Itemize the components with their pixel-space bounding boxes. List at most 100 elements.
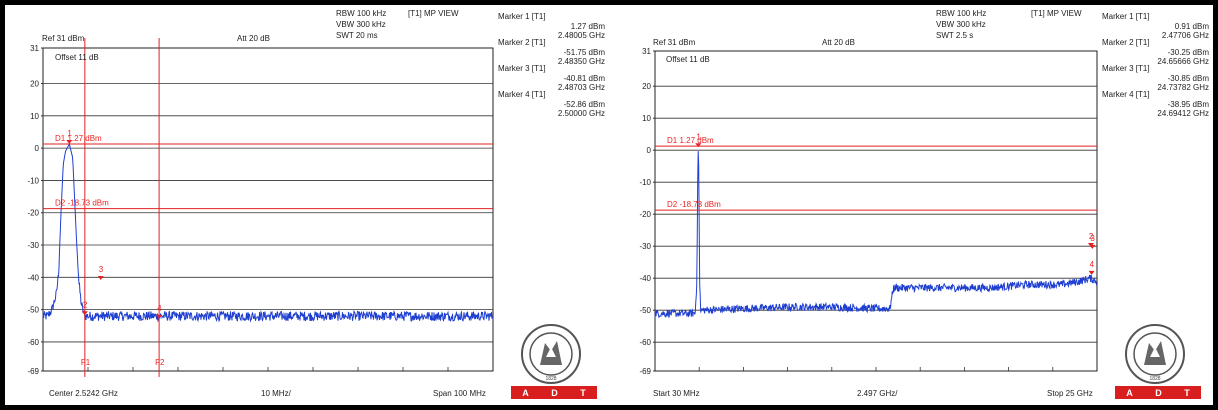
- y-tick-label: -10: [639, 178, 651, 187]
- bottom-start-label: Start 30 MHz: [653, 389, 700, 398]
- marker-readout-level: 0.91 dBm: [1175, 22, 1210, 31]
- ref-label: Ref 31 dBm: [653, 38, 696, 47]
- marker-point-label: 4: [1090, 260, 1095, 269]
- marker-readout-level: 1.27 dBm: [571, 22, 606, 31]
- y-tick-label: -69: [27, 367, 39, 376]
- marker-point-label: 2: [1089, 232, 1094, 241]
- marker-point-label: 3: [1090, 234, 1095, 243]
- freq-line-label: F2: [155, 358, 165, 367]
- y-tick-label: -69: [639, 367, 651, 376]
- plot-frame: [42, 47, 494, 372]
- plot-border: [654, 50, 1098, 372]
- marker-readout-level: -40.81 dBm: [564, 74, 606, 83]
- offset-label: Offset 11 dB: [55, 53, 99, 62]
- marker-point-label: 1: [67, 129, 72, 138]
- marker-readout-title: Marker 3 [T1]: [498, 64, 546, 73]
- display-line-label: D1 1.27 dBm: [667, 136, 714, 145]
- marker-point: [81, 311, 88, 316]
- att-label: Att 20 dB: [237, 34, 270, 43]
- marker-readout-title: Marker 4 [T1]: [498, 90, 546, 99]
- display-line-label: D2 -18.73 dBm: [55, 199, 109, 208]
- marker-point: [1088, 270, 1095, 275]
- y-tick-label: -40: [639, 274, 651, 283]
- marker-readout-freq: 24.69412 GHz: [1157, 109, 1209, 118]
- y-tick-label: 10: [642, 114, 651, 123]
- marker-point: [97, 275, 104, 280]
- bottom-center-label: Center 2.5242 GHz: [49, 389, 118, 398]
- plot-frame: [654, 50, 1098, 372]
- bottom-stop-label: Stop 25 GHz: [1047, 389, 1093, 398]
- svg-text:1828: 1828: [1149, 376, 1160, 382]
- y-tick-label: -30: [27, 241, 39, 250]
- y-tick-label: 31: [30, 44, 39, 53]
- y-tick-label: -20: [27, 209, 39, 218]
- marker-point: [695, 143, 702, 148]
- adt-letter-a: A: [1126, 387, 1133, 398]
- marker-readout-title: Marker 2 [T1]: [1102, 38, 1150, 47]
- bureau-veritas-logo: 1828: [520, 323, 582, 385]
- view-label: [T1] MP VIEW: [1031, 9, 1082, 18]
- y-tick-label: 31: [642, 47, 651, 56]
- marker-readout-freq: 2.47706 GHz: [1162, 31, 1209, 40]
- y-tick-label: -60: [27, 338, 39, 347]
- display-line-label: D1 1.27 dBm: [55, 134, 102, 143]
- marker-readout-level: -30.25 dBm: [1168, 48, 1210, 57]
- vbw-label: VBW 300 kHz: [936, 20, 986, 29]
- offset-label: Offset 11 dB: [666, 55, 710, 64]
- vbw-label: VBW 300 kHz: [336, 20, 386, 29]
- bottom-div-label: 2.497 GHz/: [857, 389, 898, 398]
- y-tick-label: -40: [27, 273, 39, 282]
- y-tick-label: -60: [639, 338, 651, 347]
- marker-point-label: 3: [99, 265, 104, 274]
- adt-letter-a: A: [522, 387, 529, 398]
- spectrum-trace: [42, 144, 494, 323]
- spectrum-panel-left: D1 1.27 dBm D2 -18.73 dBm F1 F2 1 2 3 4 31 20 10 0…: [5, 5, 609, 405]
- marker-point-label: 1: [696, 132, 701, 141]
- adt-letter-d: D: [551, 387, 558, 398]
- marker-readout-title: Marker 3 [T1]: [1102, 64, 1150, 73]
- swt-label: SWT 2.5 s: [936, 31, 973, 40]
- marker-readout-title: Marker 2 [T1]: [498, 38, 546, 47]
- marker-readout-freq: 2.48350 GHz: [558, 57, 605, 66]
- plot-border: [42, 47, 494, 372]
- y-tick-label: 0: [647, 146, 652, 155]
- adt-letter-d: D: [1155, 387, 1162, 398]
- y-tick-label: -10: [27, 176, 39, 185]
- marker-readout-level: -52.86 dBm: [564, 100, 606, 109]
- adt-letter-t: T: [580, 387, 586, 398]
- y-tick-label: -50: [27, 306, 39, 315]
- marker-point: [1089, 244, 1096, 249]
- y-tick-label: 0: [35, 144, 40, 153]
- spectrum-trace: [654, 151, 1098, 319]
- marker-readout-title: Marker 4 [T1]: [1102, 90, 1150, 99]
- spectrum-chart-right: D1 1.27 dBm D2 -18.73 dBm 1 23 4 31 20 10 0 -10 -…: [639, 9, 1210, 398]
- marker-readout-freq: 24.73782 GHz: [1157, 83, 1209, 92]
- adt-badge: A D T: [511, 386, 597, 399]
- svg-text:1828: 1828: [545, 376, 556, 382]
- y-tick-label: 10: [30, 112, 39, 121]
- marker-readout-freq: 24.65666 GHz: [1157, 57, 1209, 66]
- rbw-label: RBW 100 kHz: [936, 9, 986, 18]
- bureau-veritas-logo: 1828: [1124, 323, 1186, 385]
- spectrum-panel-right: D1 1.27 dBm D2 -18.73 dBm 1 2 3 4 31 20 10 0 -10 -…: [609, 5, 1213, 405]
- spectrum-chart-left: D1 1.27 dBm D2 -18.73 dBm F1 F2 1 2 3 4 31 20 10 0…: [27, 9, 606, 398]
- att-label: Att 20 dB: [822, 38, 855, 47]
- marker-point: [66, 140, 73, 145]
- marker-readout-level: -51.75 dBm: [564, 48, 606, 57]
- marker-readout-level: -30.85 dBm: [1168, 74, 1210, 83]
- freq-line-label: F1: [81, 358, 91, 367]
- marker-readout-freq: 2.50000 GHz: [558, 109, 605, 118]
- marker-readout-freq: 2.48005 GHz: [558, 31, 605, 40]
- bottom-div-label: 10 MHz/: [261, 389, 292, 398]
- marker-readout-level: -38.95 dBm: [1168, 100, 1210, 109]
- display-line-label: D2 -18.73 dBm: [667, 200, 721, 209]
- ref-label: Ref 31 dBm: [42, 34, 85, 43]
- adt-badge: A D T: [1115, 386, 1201, 399]
- marker-readout-freq: 2.48703 GHz: [558, 83, 605, 92]
- marker-point: [156, 314, 163, 319]
- rbw-label: RBW 100 kHz: [336, 9, 386, 18]
- adt-letter-t: T: [1184, 387, 1190, 398]
- marker-point-label: 2: [83, 300, 88, 309]
- swt-label: SWT 20 ms: [336, 31, 378, 40]
- view-label: [T1] MP VIEW: [408, 9, 459, 18]
